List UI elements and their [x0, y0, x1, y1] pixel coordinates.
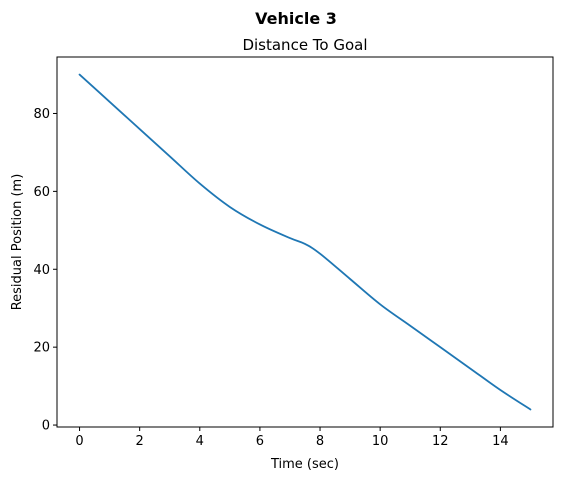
- series-layer: [78, 73, 532, 411]
- y-tick-label: 60: [33, 185, 50, 200]
- x-tick-label: 4: [196, 434, 204, 449]
- chart-suptitle: Vehicle 3: [255, 9, 337, 28]
- x-tick-label: 8: [316, 434, 324, 449]
- plot-frame: [56, 56, 554, 428]
- x-tick-label: 0: [75, 434, 83, 449]
- chart-title: Distance To Goal: [242, 36, 367, 54]
- series-line-0: [78, 73, 532, 411]
- x-axis-label: Time (sec): [270, 457, 339, 472]
- y-tick-label: 40: [33, 263, 50, 278]
- y-tick-label: 80: [33, 107, 50, 122]
- x-tick-label: 12: [432, 434, 449, 449]
- y-tick-label: 20: [33, 341, 50, 356]
- y-tick-label: 0: [42, 419, 50, 434]
- y-axis-label: Residual Position (m): [10, 174, 25, 311]
- x-tick-label: 14: [492, 434, 509, 449]
- x-tick-label: 6: [256, 434, 264, 449]
- x-tick-label: 10: [372, 434, 389, 449]
- x-tick-label: 2: [136, 434, 144, 449]
- x-axis: 0 2 4 6 8 10 12 14: [75, 427, 509, 449]
- y-axis: 0 20 40 60 80: [33, 107, 57, 434]
